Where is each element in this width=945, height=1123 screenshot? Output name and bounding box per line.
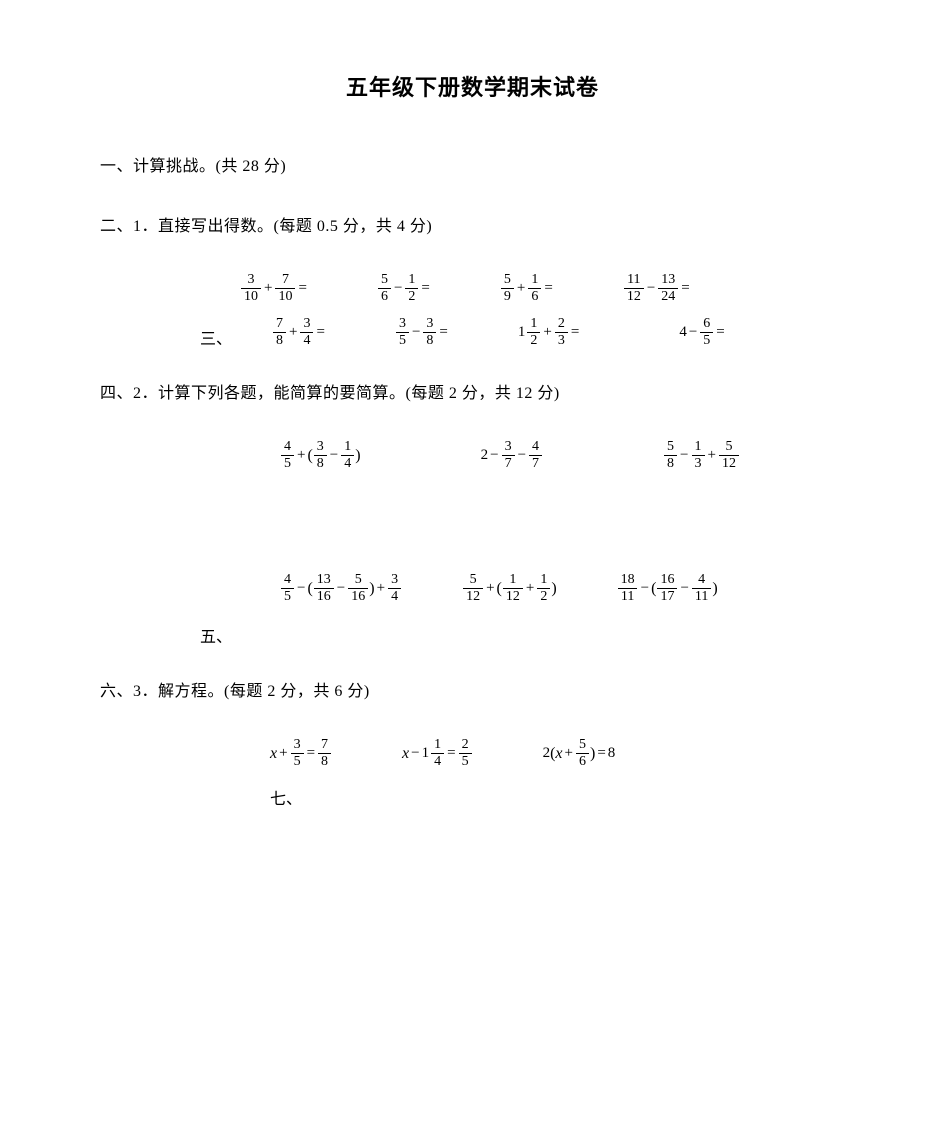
problem-r1-2: 56 − 12 = bbox=[377, 272, 430, 305]
problem-r2-4: 4 − 65 = bbox=[679, 316, 724, 349]
section-2: 二、1．直接写出得数。(每题 0.5 分，共 4 分) bbox=[100, 212, 845, 236]
problem-r3-1: 45 + ( 38 − 14 ) bbox=[280, 439, 361, 472]
problem-r3-3: 58 − 13 + 512 bbox=[663, 439, 740, 472]
problems-row-5: x + 35 = 78 x − 114 = 25 2 ( x + 56 ) = … bbox=[270, 737, 845, 770]
problem-r1-4: 1112 − 1324 = bbox=[623, 272, 690, 305]
section-1: 一、计算挑战。(共 28 分) bbox=[100, 152, 845, 176]
label-wu: 五、 bbox=[200, 623, 232, 647]
problem-r3-2: 2 − 37 − 47 bbox=[481, 439, 543, 472]
section-4: 四、2．计算下列各题，能简算的要简算。(每题 2 分，共 12 分) bbox=[100, 379, 845, 403]
problems-row-3: 45 + ( 38 − 14 ) 2 − 37 − 47 58 − 13 + 5… bbox=[280, 439, 845, 472]
problem-r4-1: 45 − ( 1316 − 516 ) + 34 bbox=[280, 572, 402, 605]
section-6: 六、3．解方程。(每题 2 分，共 6 分) bbox=[100, 677, 845, 701]
problem-r5-1: x + 35 = 78 bbox=[270, 737, 332, 770]
problem-r2-3: 112 + 23 = bbox=[518, 316, 579, 349]
label-qi: 七、 bbox=[270, 785, 845, 809]
problems-row-1: 310 + 710 = 56 − 12 = 59 + 16 = 1112 − 1… bbox=[240, 272, 845, 305]
label-san: 三、 bbox=[200, 325, 232, 349]
row2-container: 三、 78 + 34 = 35 − 38 = 112 + 23 = 4 − 65… bbox=[100, 315, 845, 349]
problem-r2-1: 78 + 34 = bbox=[272, 316, 325, 349]
problem-r5-2: x − 114 = 25 bbox=[402, 737, 473, 770]
problem-r4-3: 1811 − ( 1617 − 411 ) bbox=[617, 572, 718, 605]
problem-r1-1: 310 + 710 = bbox=[240, 272, 307, 305]
problem-r4-2: 512 + ( 112 + 12 ) bbox=[462, 572, 557, 605]
page-title: 五年级下册数学期末试卷 bbox=[100, 70, 845, 102]
problem-r1-3: 59 + 16 = bbox=[500, 272, 553, 305]
problem-r2-2: 35 − 38 = bbox=[395, 316, 448, 349]
problem-r5-3: 2 ( x + 56 ) = 8 bbox=[543, 737, 616, 770]
row4-container: 45 − ( 1316 − 516 ) + 34 512 + ( 112 + 1… bbox=[100, 572, 845, 605]
